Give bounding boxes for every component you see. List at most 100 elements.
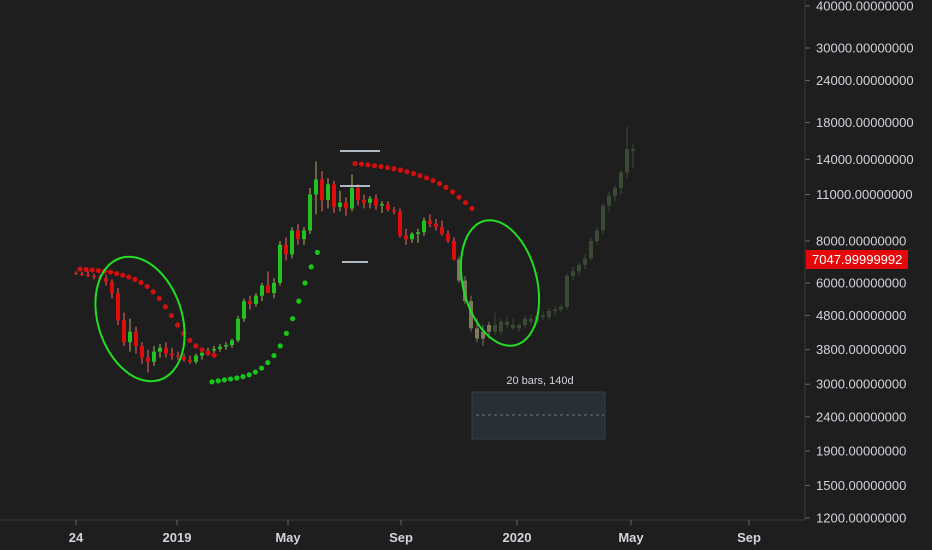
sar-dot xyxy=(271,352,277,359)
projection-candle xyxy=(583,258,587,265)
time-tick-label: 2020 xyxy=(503,530,532,545)
sar-dot xyxy=(384,164,391,171)
candle xyxy=(152,351,156,362)
projection-candle xyxy=(595,230,599,241)
sar-dot xyxy=(215,378,221,384)
last-price-tag: 7047.99999992 xyxy=(806,250,909,269)
candle xyxy=(170,353,174,356)
candle xyxy=(290,230,294,255)
sar-dot xyxy=(156,295,162,301)
sar-dot xyxy=(199,347,205,353)
sar-dot xyxy=(193,343,199,349)
annotation-ellipse-left[interactable] xyxy=(80,245,199,393)
candle xyxy=(224,345,228,347)
sar-dot xyxy=(391,166,397,172)
candle xyxy=(392,209,396,212)
projection-candle xyxy=(481,331,485,339)
time-tick-label: Sep xyxy=(389,530,413,545)
candle xyxy=(350,188,354,209)
candle xyxy=(110,281,114,294)
candle xyxy=(74,273,78,275)
price-tick-label: 3000.00000000 xyxy=(816,377,906,392)
sar-dot xyxy=(228,376,234,382)
candle xyxy=(122,320,126,343)
candle xyxy=(434,223,438,228)
last-price-value: 7047.99999992 xyxy=(812,252,903,267)
candle xyxy=(278,244,282,284)
sar-dot xyxy=(83,266,89,273)
sar-dot xyxy=(265,359,271,366)
candle xyxy=(146,357,150,362)
projection-candle xyxy=(475,328,479,339)
projection-candle xyxy=(529,318,533,322)
candle xyxy=(116,293,120,321)
candle xyxy=(284,244,288,255)
price-tick-label: 2400.00000000 xyxy=(816,409,906,424)
time-tick-label: Sep xyxy=(737,530,761,545)
sar-dot xyxy=(234,375,240,381)
plot-area xyxy=(74,126,635,440)
candle xyxy=(188,359,192,362)
candle xyxy=(182,356,186,360)
projection-candle xyxy=(499,321,503,332)
price-tick-label: 1200.00000000 xyxy=(816,511,906,526)
sar-dot xyxy=(144,283,150,290)
sar-dot xyxy=(290,316,296,322)
sar-dot xyxy=(314,249,320,255)
candle xyxy=(158,347,162,352)
candle xyxy=(236,318,240,341)
sar-dot xyxy=(277,343,283,349)
sar-dot xyxy=(240,374,246,380)
sar-dot xyxy=(95,268,101,274)
time-tick-label: May xyxy=(275,530,301,545)
projection-candle xyxy=(487,325,491,332)
sar-dot xyxy=(162,304,168,310)
candle xyxy=(308,194,312,231)
projection-candle xyxy=(559,306,563,310)
sar-dot xyxy=(246,372,252,378)
candle xyxy=(410,233,414,240)
candle xyxy=(176,355,180,357)
candle xyxy=(230,340,234,346)
candle xyxy=(368,198,372,203)
candle xyxy=(92,275,96,278)
sar-dot xyxy=(469,205,475,212)
price-tick-label: 40000.00000000 xyxy=(816,0,914,14)
sar-dot xyxy=(430,177,436,184)
candle xyxy=(374,198,378,206)
sar-dot xyxy=(436,181,443,187)
time-tick-label: 24 xyxy=(69,530,84,545)
candle xyxy=(356,188,360,200)
projection-candle xyxy=(469,301,473,329)
projection-candle xyxy=(463,280,467,302)
sar-dot xyxy=(77,266,83,272)
projection-candle xyxy=(505,321,509,326)
sar-dot xyxy=(397,167,404,173)
sar-dot xyxy=(283,330,289,336)
annotation-ellipse-right[interactable] xyxy=(449,212,552,354)
candle xyxy=(398,211,402,236)
sar-dot xyxy=(259,365,265,371)
candle xyxy=(452,240,456,260)
sar-dot xyxy=(126,274,132,280)
candle xyxy=(338,202,342,207)
sar-dot xyxy=(462,200,469,206)
price-tick-label: 11000.00000000 xyxy=(816,187,913,202)
candle xyxy=(386,204,390,210)
candle xyxy=(296,230,300,240)
candle xyxy=(440,227,444,234)
time-axis[interactable]: 24 2019 May Sep 2020 May Sep xyxy=(69,520,761,545)
price-tick-label: 30000.00000000 xyxy=(816,41,914,56)
sar-dot xyxy=(352,160,358,167)
sar-dot xyxy=(417,173,423,179)
sar-dot xyxy=(209,379,215,385)
sar-dot xyxy=(211,352,217,358)
candle xyxy=(326,184,330,200)
projection-candle xyxy=(511,325,515,329)
candle xyxy=(218,346,222,349)
price-axis[interactable]: 40000.00000000 30000.00000000 24000.000000… xyxy=(805,0,914,526)
candle xyxy=(320,179,324,200)
projection-candle xyxy=(547,311,551,318)
candle xyxy=(314,179,318,195)
